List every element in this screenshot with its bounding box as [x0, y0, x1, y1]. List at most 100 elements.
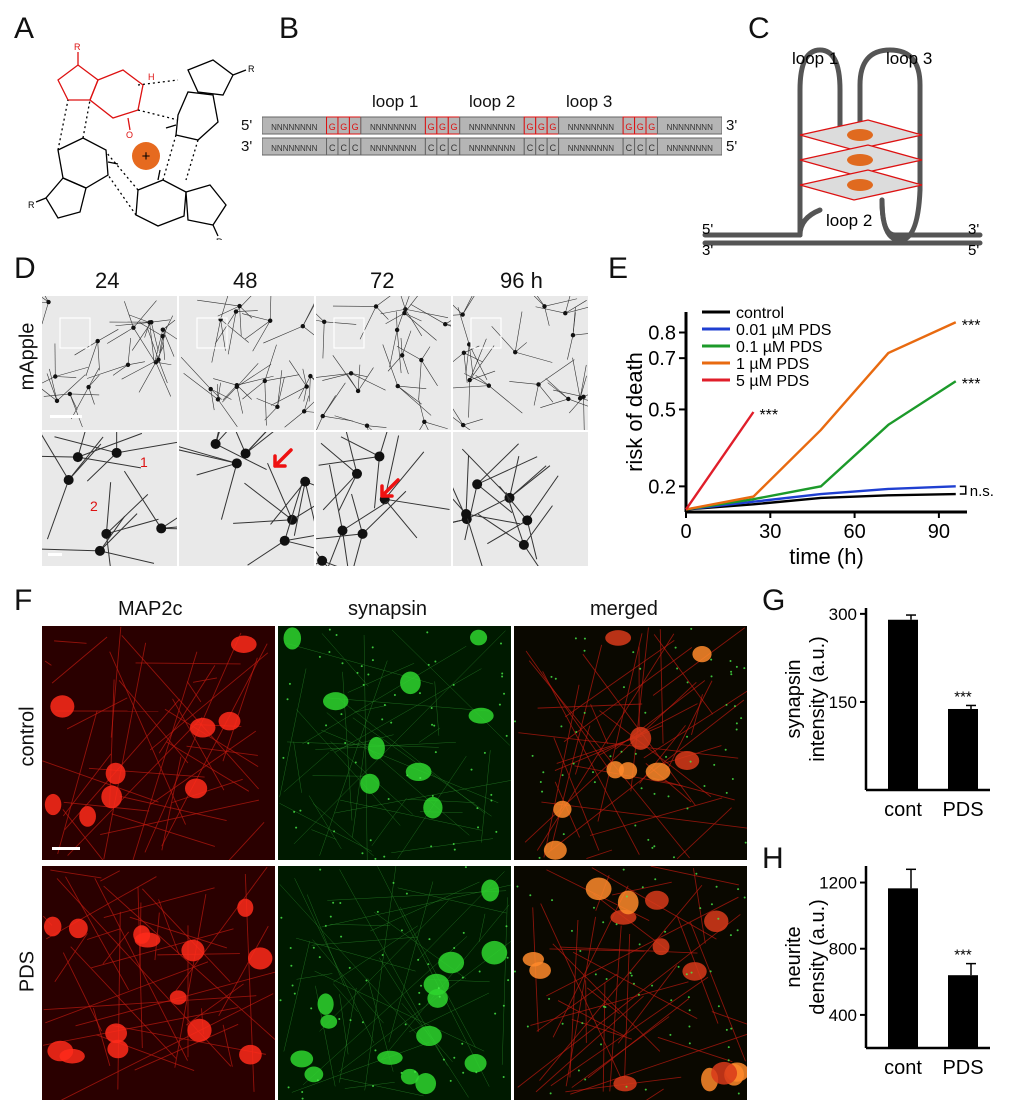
panel-letter-h: H	[762, 842, 784, 875]
panel-letter-a: A	[14, 12, 35, 45]
merged-pds-image	[514, 866, 747, 1100]
filler-letters: NNNNNNNN	[667, 123, 713, 132]
category-label: cont	[884, 1057, 922, 1079]
timepoint-72: 72	[370, 268, 395, 293]
cytosine-letter: C	[637, 143, 644, 153]
cytosine-letter: C	[527, 143, 534, 153]
synapsin-intensity-chart: 150 300 cont PDS *** synapsin intensity (a.u.)	[783, 605, 990, 821]
filler-box	[656, 116, 722, 135]
mapple-zoom-image	[316, 432, 451, 566]
filler-box	[656, 137, 722, 156]
series-line	[685, 321, 957, 511]
guanine-letter: G	[549, 122, 556, 132]
series-line	[685, 492, 956, 511]
col-label-merged: merged	[590, 598, 658, 620]
dna-duplex-strands: NNNNNNNN NNNNNNNN G C G C G C NNNNNNNN NNNNNNNN G C…	[262, 116, 722, 156]
significance-5uM: ***	[759, 407, 778, 424]
y-tick-label: 400	[829, 1006, 857, 1025]
panel-letter-g: G	[762, 584, 786, 617]
scale-bar	[50, 415, 82, 418]
o-label-top: O	[126, 130, 133, 140]
filler-letters: NNNNNNNN	[271, 144, 317, 153]
filler-letters: NNNNNNNN	[568, 123, 614, 132]
guanine-letter: G	[352, 122, 359, 132]
significance-label: ***	[954, 688, 972, 705]
x-axis-label: time (h)	[789, 544, 864, 569]
y-axis-label-line2: density (a.u.)	[807, 899, 829, 1015]
legend-entry: 1 µM PDS	[736, 356, 809, 373]
timepoint-48: 48	[233, 268, 258, 293]
c-5prime-right: 5'	[968, 242, 979, 259]
scale-bar-fluorescence	[52, 847, 80, 850]
y-tick-label: 300	[829, 605, 857, 624]
y-tick-label: 150	[829, 693, 857, 712]
bar	[948, 708, 978, 790]
series-line	[685, 411, 755, 511]
cytosine-letter: C	[538, 143, 545, 153]
bar	[948, 975, 978, 1048]
red-arrow-icon	[273, 448, 293, 468]
guanine-letter: G	[625, 122, 632, 132]
fluorescence-image-grid	[42, 626, 748, 1102]
loop2-label-c: loop 2	[826, 211, 872, 230]
row-label-pds: PDS	[16, 950, 39, 993]
bar	[888, 619, 918, 790]
col-label-map2c: MAP2c	[118, 598, 183, 620]
legend-entry: 0.01 µM PDS	[736, 322, 831, 339]
cytosine-letter: C	[352, 143, 359, 153]
risk-of-death-chart: 0.2 0.5 0.7 0.8 0 30 60 90 time (h) risk of death…	[622, 305, 994, 569]
cytosine-letter: C	[451, 143, 458, 153]
mapple-row-label: mApple	[16, 322, 39, 391]
guanine-letter: G	[451, 122, 458, 132]
guanine-letter: G	[526, 122, 533, 132]
category-label: PDS	[942, 799, 983, 821]
filler-letters: NNNNNNNN	[469, 144, 515, 153]
category-label: PDS	[942, 1057, 983, 1079]
loop1-label-c: loop 1	[792, 49, 838, 68]
cytosine-letter: C	[626, 143, 633, 153]
category-label: cont	[884, 799, 922, 821]
filler-letters: NNNNNNNN	[370, 144, 416, 153]
loop1-label-b: loop 1	[372, 92, 419, 111]
y-axis-label-line2: intensity (a.u.)	[807, 636, 829, 762]
mapple-overview-image	[453, 296, 588, 430]
y-axis-label-line1: neurite	[783, 926, 805, 987]
guanine-letter: G	[538, 122, 545, 132]
y-axis-label-line1: synapsin	[783, 660, 805, 739]
x-tick-label: 60	[843, 521, 865, 543]
filler-letters: NNNNNNNN	[370, 123, 416, 132]
filler-letters: NNNNNNNN	[667, 144, 713, 153]
mapple-overview-image	[179, 296, 314, 430]
guanine-letter: G	[637, 122, 644, 132]
loop2-label-b: loop 2	[469, 92, 516, 111]
g-quartet-diagram: + R H O R R R	[28, 42, 255, 240]
filler-letters: NNNNNNNN	[469, 123, 515, 132]
map2c-pds-image	[42, 866, 275, 1100]
timepoint-24: 24	[95, 268, 120, 293]
synapsin-control-image	[278, 626, 511, 860]
cytosine-letter: C	[550, 143, 557, 153]
synapsin-pds-image	[278, 866, 511, 1100]
guanine-letter: G	[340, 122, 347, 132]
loop3-label-c: loop 3	[886, 49, 932, 68]
cation-plus: +	[142, 148, 151, 165]
y-tick-label: 0.2	[648, 476, 676, 498]
cation-circle	[132, 142, 160, 170]
bar	[888, 888, 918, 1048]
cytosine-letter: C	[439, 143, 446, 153]
r-label-bottom: R	[216, 237, 223, 240]
cytosine-letter: C	[428, 143, 435, 153]
strand-top-5prime: 5'	[241, 117, 253, 134]
neurite-density-chart: 400 800 1200 cont PDS *** neurite density (a.u.…	[783, 866, 990, 1079]
not-significant-label: n.s.	[970, 483, 994, 500]
merged-control-image	[514, 626, 747, 860]
guanine-letter: G	[439, 122, 446, 132]
c-5prime: 5'	[702, 221, 713, 238]
cytosine-letter: C	[649, 143, 656, 153]
cell-label-1: 1	[140, 454, 148, 470]
panel-letter-f: F	[14, 584, 33, 617]
panel-letter-e: E	[608, 252, 629, 285]
guanine-letter: G	[648, 122, 655, 132]
